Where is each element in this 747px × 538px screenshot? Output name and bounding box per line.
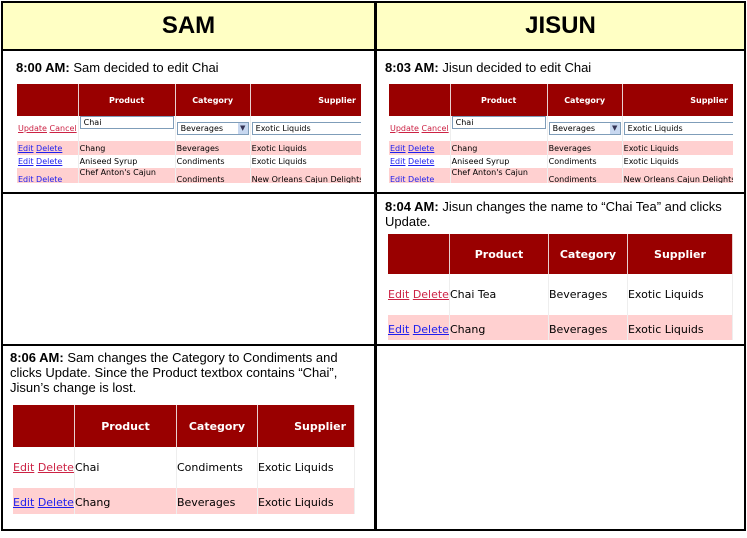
delete-link[interactable]: Delete: [36, 143, 63, 153]
timestamp: 8:00 AM:: [16, 60, 70, 75]
chevron-down-icon: ▼: [237, 123, 248, 134]
products-grid-jisun-804: Product Category Supplier Edit Delete Chai …: [388, 234, 733, 340]
table-row: Edit Delete Aniseed Syrup Condiments Exotic…: [389, 155, 733, 168]
column-header-jisun: JISUN: [377, 3, 744, 51]
edit-link[interactable]: Edit: [18, 143, 34, 153]
delete-link[interactable]: Delete: [36, 174, 63, 184]
edit-link[interactable]: Edit: [390, 174, 406, 184]
header-category: Category: [176, 405, 258, 447]
edit-link[interactable]: Edit: [18, 174, 34, 184]
delete-link[interactable]: Delete: [408, 157, 435, 166]
cancel-link[interactable]: Cancel: [49, 124, 77, 133]
chevron-down-icon: ▼: [609, 123, 620, 134]
delete-link[interactable]: Delete: [412, 323, 449, 336]
product-textbox[interactable]: Chai: [451, 116, 546, 129]
table-row: Edit Delete Chang Beverages Exotic Liquids: [388, 315, 733, 340]
header-product: Product: [450, 84, 548, 116]
header-product: Product: [78, 84, 176, 116]
edit-link[interactable]: Edit: [388, 323, 410, 336]
header-supplier: Supplier: [257, 405, 355, 447]
products-grid-sam-800: Product Category Supplier Update Cancel Ch…: [17, 84, 361, 183]
row-divider: [3, 344, 744, 346]
header-empty: [17, 84, 79, 116]
delete-link[interactable]: Delete: [408, 143, 435, 153]
header-category: Category: [548, 234, 628, 274]
row-divider: [3, 192, 744, 194]
edit-link[interactable]: Edit: [13, 496, 35, 509]
caption-text: Jisun changes the name to “Chai Tea” and…: [385, 199, 722, 229]
header-product: Product: [74, 405, 177, 447]
table-row: Edit Delete Chef Anton's Cajun Condiments N…: [17, 168, 361, 183]
header-empty: [13, 405, 75, 447]
caption-text: Sam decided to edit Chai: [69, 60, 219, 75]
header-empty: [389, 84, 451, 116]
header-empty: [388, 234, 450, 274]
table-row: Edit Delete Chai Tea Beverages Exotic Liqui…: [388, 274, 733, 315]
edit-link[interactable]: Edit: [388, 288, 410, 301]
delete-link[interactable]: Delete: [37, 496, 74, 509]
edit-link[interactable]: Edit: [18, 157, 34, 166]
table-row: Edit Delete Chai Condiments Exotic Liquids: [13, 447, 355, 488]
table-row: Edit Delete Chang Beverages Exotic Liquids: [13, 488, 355, 514]
edit-row: Update Cancel Chai Beverages ▼ Exotic Liq…: [389, 116, 733, 141]
table-row: Edit Delete Aniseed Syrup Condiments Exotic…: [17, 155, 361, 168]
column-divider: [374, 3, 377, 529]
caption-text: Jisun decided to edit Chai: [438, 60, 592, 75]
cancel-link[interactable]: Cancel: [421, 124, 449, 133]
header-category: Category: [175, 84, 251, 116]
delete-link[interactable]: Delete: [408, 174, 435, 184]
supplier-select[interactable]: Exotic Liquids: [251, 122, 361, 135]
products-grid-jisun-803: Product Category Supplier Update Cancel Ch…: [389, 84, 733, 183]
product-textbox[interactable]: Chai: [79, 116, 174, 129]
table-row: Edit Delete Chang Beverages Exotic Liquids: [389, 141, 733, 155]
header-supplier: Supplier: [622, 84, 733, 116]
edit-link[interactable]: Edit: [13, 461, 35, 474]
panel-caption: 8:03 AM: Jisun decided to edit Chai: [385, 60, 591, 75]
delete-link[interactable]: Delete: [412, 288, 449, 301]
panel-caption: 8:04 AM: Jisun changes the name to “Chai…: [385, 199, 725, 229]
category-select[interactable]: Beverages ▼: [548, 122, 621, 135]
products-grid-sam-806: Product Category Supplier Edit Delete Chai C…: [13, 405, 355, 514]
delete-link[interactable]: Delete: [37, 461, 74, 474]
header-product: Product: [449, 234, 549, 274]
header-category: Category: [547, 84, 623, 116]
edit-link[interactable]: Edit: [390, 157, 406, 166]
category-select[interactable]: Beverages ▼: [176, 122, 249, 135]
panel-caption: 8:00 AM: Sam decided to edit Chai: [16, 60, 219, 75]
column-header-sam: SAM: [3, 3, 374, 51]
delete-link[interactable]: Delete: [36, 157, 63, 166]
timestamp: 8:06 AM:: [10, 350, 64, 365]
update-link[interactable]: Update: [18, 124, 47, 133]
table-row: Edit Delete Chang Beverages Exotic Liquids: [17, 141, 361, 155]
edit-link[interactable]: Edit: [390, 143, 406, 153]
timestamp: 8:04 AM:: [385, 199, 439, 214]
timestamp: 8:03 AM:: [385, 60, 439, 75]
table-row: Edit Delete Chef Anton's Cajun Condiments N…: [389, 168, 733, 183]
panel-caption: 8:06 AM: Sam changes the Category to Con…: [10, 350, 360, 395]
edit-row: Update Cancel Chai Beverages ▼ Exotic Liq…: [17, 116, 361, 141]
supplier-select[interactable]: Exotic Liquids: [623, 122, 733, 135]
update-link[interactable]: Update: [390, 124, 419, 133]
header-supplier: Supplier: [250, 84, 361, 116]
header-supplier: Supplier: [627, 234, 733, 274]
caption-text: Sam changes the Category to Condiments a…: [10, 350, 338, 395]
